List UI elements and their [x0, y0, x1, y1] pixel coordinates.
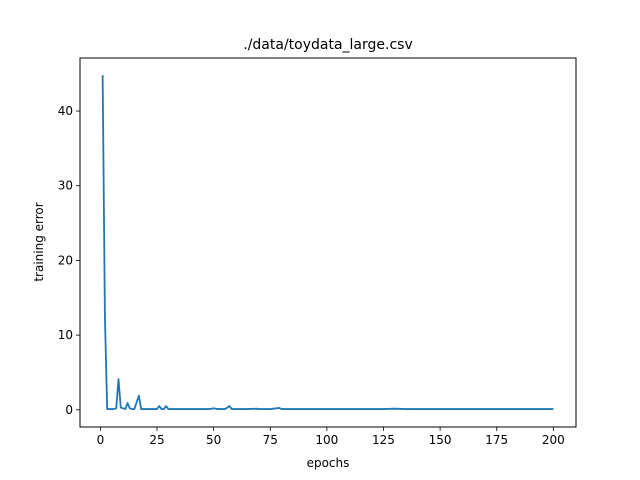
- x-tick-label: 150: [429, 433, 452, 447]
- x-tick-label: 75: [263, 433, 278, 447]
- x-tick-label: 125: [372, 433, 395, 447]
- y-axis-label: training error: [32, 202, 46, 281]
- x-axis-ticks: 0 25 50 75 100 125 150 175 200: [97, 427, 565, 447]
- x-tick-label: 175: [485, 433, 508, 447]
- x-axis-label: epochs: [307, 456, 350, 470]
- plot-area: [101, 75, 554, 410]
- series-line: [101, 75, 554, 410]
- x-tick-label: 50: [206, 433, 221, 447]
- x-tick-label: 0: [97, 433, 105, 447]
- x-tick-label: 25: [149, 433, 164, 447]
- y-tick-label: 40: [58, 104, 73, 118]
- y-tick-label: 30: [58, 179, 73, 193]
- y-axis-ticks: 0 10 20 30 40: [58, 104, 80, 417]
- y-tick-label: 10: [58, 328, 73, 342]
- plot-frame: [79, 57, 577, 428]
- chart-title: ./data/toydata_large.csv: [243, 37, 413, 53]
- y-tick-label: 20: [58, 253, 73, 267]
- y-tick-label: 0: [65, 403, 73, 417]
- x-tick-label: 100: [315, 433, 338, 447]
- x-tick-label: 200: [542, 433, 565, 447]
